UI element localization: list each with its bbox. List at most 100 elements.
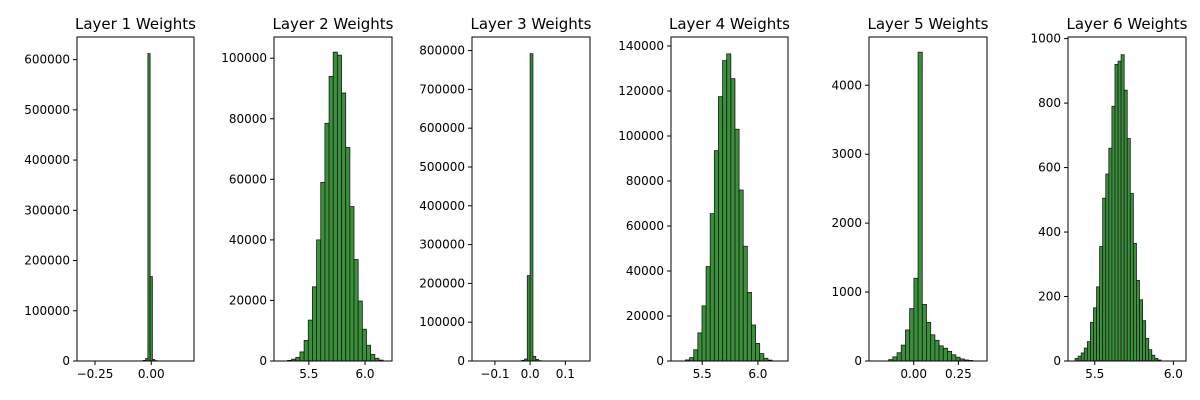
histogram-bar [917, 51, 923, 362]
histogram-bar [926, 321, 932, 362]
histogram-bar [942, 347, 948, 362]
histogram-bar [759, 353, 765, 362]
x-tick-label: −0.25 [77, 367, 114, 381]
histogram-bar [526, 275, 531, 362]
y-tick-label: 80000 [229, 112, 267, 126]
subplot-title: Layer 5 Weights [868, 15, 989, 33]
histogram-bar [1105, 173, 1110, 362]
histogram-bar [1148, 349, 1153, 362]
x-tick-label: 5.5 [299, 367, 318, 381]
histogram-bar [900, 344, 906, 362]
subplot-title: Layer 4 Weights [669, 15, 790, 33]
y-tick-label: 400 [1038, 225, 1061, 239]
histogram-bar [1123, 89, 1128, 362]
y-tick-label: 600000 [24, 53, 70, 67]
histogram-bar [746, 291, 752, 362]
y-tick-label: 40000 [626, 264, 664, 278]
histogram-bar [1080, 352, 1085, 362]
histogram-bar [328, 75, 334, 362]
x-tick-label: 0.00 [138, 367, 165, 381]
y-tick-label: 60000 [626, 219, 664, 233]
y-tick-label: 500000 [24, 103, 70, 117]
histogram-bar [693, 349, 699, 362]
y-tick-label: 300000 [24, 203, 70, 217]
y-tick-label: 800 [1038, 96, 1061, 110]
y-tick-label: 3000 [831, 147, 862, 161]
y-tick-label: 500000 [419, 160, 465, 174]
histogram-bar [722, 60, 728, 362]
histogram-bar [353, 259, 359, 362]
x-tick-label: 0.25 [945, 367, 972, 381]
y-tick-label: 60000 [229, 172, 267, 186]
y-tick-label: 0 [457, 354, 465, 368]
histogram-bar [332, 51, 338, 362]
histogram-bar [742, 245, 748, 362]
histogram-bar [320, 181, 326, 362]
histogram-bar [738, 189, 744, 362]
y-tick-label: 0 [259, 354, 267, 368]
histogram-bar [361, 328, 367, 362]
y-tick-label: 0 [854, 354, 862, 368]
histogram-bars [685, 53, 773, 362]
histogram-bar [905, 329, 911, 362]
x-tick-label: 6.0 [748, 367, 767, 381]
histogram-bar [312, 286, 317, 362]
y-tick-label: 200000 [419, 276, 465, 290]
axes-frame [1067, 36, 1187, 362]
histogram-bar [1099, 246, 1104, 362]
histogram-bar [1132, 242, 1137, 362]
histogram-bar [755, 343, 761, 362]
histogram-bar [345, 147, 351, 362]
y-tick-label: 100000 [618, 129, 664, 143]
histogram-bar [336, 54, 342, 362]
histogram-bar [1142, 320, 1147, 362]
histogram-bar [938, 345, 944, 362]
y-tick-label: 40000 [229, 233, 267, 247]
histogram-bar [896, 352, 902, 362]
y-tick-label: 140000 [618, 39, 664, 53]
histogram-bar [1129, 192, 1134, 362]
subplot-5: 0 1000 2000 3000 4000 0.00 0.25 Layer 5 Weights [831, 15, 988, 381]
x-tick-label: 5.5 [693, 367, 712, 381]
histogram-bar [357, 300, 363, 362]
x-tick-label: −0.1 [480, 367, 509, 381]
histogram-bar [751, 324, 756, 362]
histogram-bar [909, 308, 915, 362]
histogram-bar [1108, 147, 1113, 362]
y-tick-label: 20000 [626, 309, 664, 323]
histogram-bar [1136, 279, 1140, 362]
axes-frame [868, 36, 988, 362]
histogram-bar [921, 304, 927, 362]
histogram-bar [1096, 286, 1101, 362]
histogram-bar [149, 276, 153, 362]
histogram-bar [730, 78, 736, 362]
y-tick-label: 100000 [24, 304, 70, 318]
histogram-bar [316, 239, 322, 362]
histogram-bar [307, 319, 313, 362]
y-tick-label: 20000 [229, 293, 267, 307]
x-tick-label: 0.00 [900, 367, 927, 381]
y-tick-label: 4000 [831, 78, 862, 92]
y-tick-label: 2000 [831, 216, 862, 230]
y-tick-label: 0 [62, 354, 70, 368]
y-tick-label: 600 [1038, 161, 1061, 175]
histogram-bar [892, 356, 898, 362]
axes-frame [273, 36, 393, 362]
histogram-bar [1083, 347, 1088, 362]
y-tick-label: 800000 [419, 44, 465, 58]
histogram-bar [1111, 105, 1116, 362]
subplot-3: 0 100000 200000 300000 400000 500000 600000 700… [419, 15, 591, 381]
histogram-bar [1117, 60, 1122, 362]
histogram-bar [697, 332, 703, 362]
axes-frame [670, 36, 789, 362]
x-tick-label: 6.0 [355, 367, 374, 381]
histogram-bar [324, 122, 330, 362]
histogram-bar [366, 344, 372, 362]
subplot-6: 0 200 400 600 800 1000 5.5 6.0 Layer 6 Weights [1030, 15, 1187, 381]
histogram-bar [529, 53, 534, 362]
histogram-bar [913, 277, 919, 362]
y-tick-label: 400000 [419, 199, 465, 213]
y-tick-label: 200000 [24, 254, 70, 268]
histogram-bar [705, 266, 711, 362]
histogram-bars [140, 53, 160, 362]
